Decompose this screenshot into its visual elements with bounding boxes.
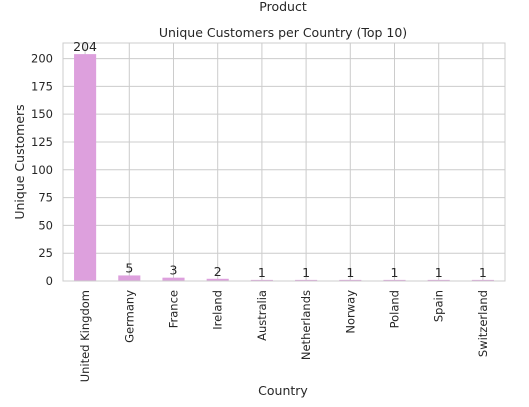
y-tick-label: 150	[31, 107, 53, 121]
y-tick-label: 25	[38, 246, 53, 260]
x-tick-label: Germany	[122, 290, 136, 343]
x-tick-label: Australia	[255, 290, 269, 341]
y-tick-label: 125	[31, 135, 53, 149]
bar	[74, 54, 97, 282]
bar	[427, 279, 450, 281]
x-tick-label: Poland	[388, 290, 402, 328]
x-tick-label: Switzerland	[476, 290, 490, 357]
data-label: 1	[391, 265, 399, 280]
bar	[118, 275, 141, 281]
data-label: 1	[302, 265, 310, 280]
y-tick-label: 200	[31, 52, 53, 66]
y-tick-labels: 0 25 50 75 100 125 150 175 200	[31, 52, 53, 288]
bar	[162, 277, 185, 281]
x-tick-label: France	[167, 290, 181, 328]
bar	[471, 279, 494, 281]
y-axis-label: Unique Customers	[12, 104, 27, 219]
x-tick-label: Norway	[343, 290, 357, 334]
x-tick-labels: United Kingdom Germany France Ireland Austra…	[78, 290, 490, 383]
data-label: 1	[435, 265, 443, 280]
plot-frame	[62, 42, 506, 282]
x-tick-label: Ireland	[211, 290, 225, 330]
bar	[250, 279, 273, 281]
x-tick-label: Netherlands	[299, 290, 313, 360]
x-axis-label: Country	[258, 383, 308, 398]
bar	[206, 278, 229, 281]
y-tick-label: 0	[46, 274, 53, 288]
bar	[295, 279, 318, 281]
x-tick-label: Spain	[432, 290, 446, 322]
y-tick-label: 100	[31, 163, 53, 177]
chart-title: Unique Customers per Country (Top 10)	[159, 25, 407, 40]
y-tick-label: 75	[38, 191, 53, 205]
data-label: 3	[170, 263, 178, 278]
data-label: 2	[214, 264, 222, 279]
data-label: 1	[258, 265, 266, 280]
y-tick-label: 175	[31, 79, 53, 93]
bar	[339, 279, 362, 281]
data-label: 1	[479, 265, 487, 280]
data-label: 204	[73, 39, 97, 54]
data-label: 5	[125, 260, 133, 275]
bar-layer	[74, 54, 494, 282]
x-tick-label: United Kingdom	[78, 290, 92, 382]
figure-suptitle: Product	[259, 0, 307, 14]
bar	[383, 279, 406, 281]
grid-layer	[63, 43, 505, 282]
y-tick-label: 50	[38, 218, 53, 232]
data-label: 1	[346, 265, 354, 280]
data-labels: 204 5 3 2 1 1 1 1 1 1	[73, 39, 487, 280]
